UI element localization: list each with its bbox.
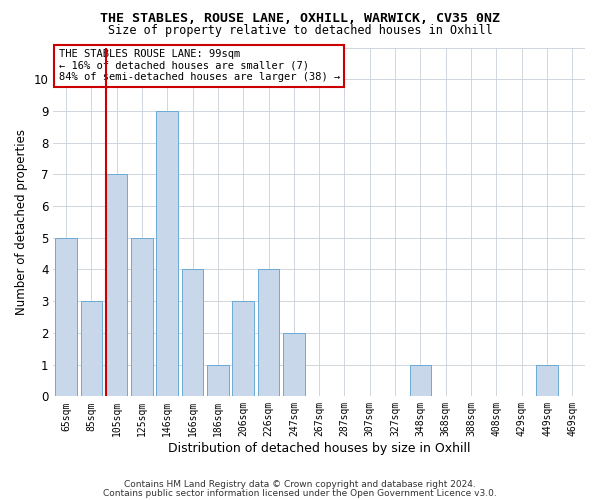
X-axis label: Distribution of detached houses by size in Oxhill: Distribution of detached houses by size …: [168, 442, 470, 455]
Bar: [80, 301, 102, 396]
Text: Size of property relative to detached houses in Oxhill: Size of property relative to detached ho…: [107, 24, 493, 37]
Y-axis label: Number of detached properties: Number of detached properties: [15, 129, 28, 315]
Text: Contains HM Land Registry data © Crown copyright and database right 2024.: Contains HM Land Registry data © Crown c…: [124, 480, 476, 489]
Text: Contains public sector information licensed under the Open Government Licence v3: Contains public sector information licen…: [103, 488, 497, 498]
Bar: [232, 301, 254, 396]
Text: THE STABLES, ROUSE LANE, OXHILL, WARWICK, CV35 0NZ: THE STABLES, ROUSE LANE, OXHILL, WARWICK…: [100, 12, 500, 26]
Bar: [157, 111, 178, 397]
Bar: [207, 364, 229, 396]
Bar: [131, 238, 152, 396]
Bar: [55, 238, 77, 396]
Bar: [182, 270, 203, 396]
Bar: [283, 333, 305, 396]
Bar: [106, 174, 127, 396]
Bar: [410, 364, 431, 396]
Bar: [536, 364, 558, 396]
Bar: [258, 270, 279, 396]
Text: THE STABLES ROUSE LANE: 99sqm
← 16% of detached houses are smaller (7)
84% of se: THE STABLES ROUSE LANE: 99sqm ← 16% of d…: [59, 49, 340, 82]
